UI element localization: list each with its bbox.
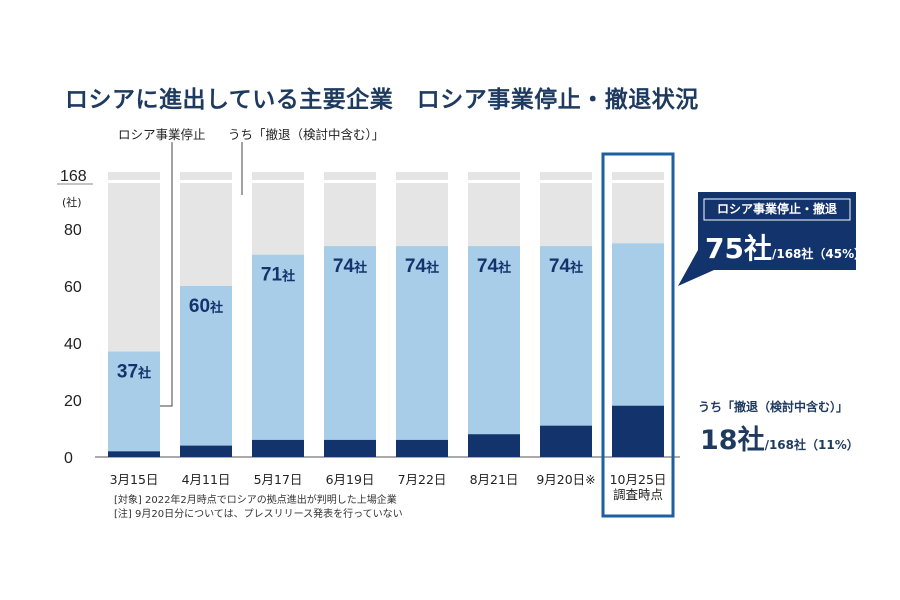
legend-withdrawn: うち「撤退（検討中含む）」	[228, 127, 385, 142]
bar-total-cap	[468, 172, 520, 180]
bar-withdrawn	[540, 425, 592, 457]
bar-stopped	[396, 246, 448, 440]
bar-value-label: 71社	[261, 265, 295, 286]
bar-stopped	[612, 243, 664, 406]
x-tick-label: 4月11日	[182, 472, 231, 487]
bar-remainder	[252, 183, 304, 255]
bar-remainder	[324, 183, 376, 247]
bar-stopped	[468, 246, 520, 435]
bar-total-cap	[396, 172, 448, 180]
x-tick-label: 5月17日	[254, 472, 303, 487]
withdraw-value-detail: /168社（11%）	[764, 438, 859, 452]
bar-withdrawn	[108, 451, 160, 457]
callout-value-number: 75社	[705, 232, 772, 265]
legend-stopped-leader	[160, 142, 173, 407]
callout-header-frame	[703, 198, 851, 221]
bar-total-cap	[108, 172, 160, 180]
bar-stopped	[108, 351, 160, 452]
x-tick-label: 7月22日	[398, 472, 447, 487]
withdraw-value-number: 18社	[700, 425, 765, 456]
bar-remainder	[396, 183, 448, 247]
bar-withdrawn	[324, 439, 376, 457]
bar-stopped	[324, 246, 376, 440]
x-tick-sublabel: 調査時点	[613, 487, 663, 502]
note-target: [対象] 2022年2月時点でロシアの拠点進出が判明した上場企業	[114, 495, 397, 506]
bar-stopped	[540, 246, 592, 426]
bar-remainder	[468, 183, 520, 247]
withdraw-callout-value: 18社/168社（11%）	[700, 418, 859, 457]
x-tick-label: 6月19日	[326, 472, 375, 487]
bar-value-label: 74社	[405, 256, 439, 277]
legend-stopped: ロシア事業停止	[118, 127, 206, 142]
y-unit-label: (社)	[62, 195, 82, 209]
chart-title: ロシアに進出している主要企業 ロシア事業停止・撤退状況	[65, 87, 699, 113]
bar-value-label: 60社	[189, 296, 223, 317]
bar-withdrawn	[180, 445, 232, 457]
x-tick-label: 3月15日	[110, 472, 159, 487]
note-caveat: [注] 9月20日分については、プレスリリース発表を行っていない	[114, 509, 403, 520]
bar-value-label: 74社	[549, 256, 583, 277]
x-tick-label: 10月25日	[610, 472, 667, 487]
withdraw-callout-label: うち「撤退（検討中含む）」	[698, 400, 849, 414]
callout-header: ロシア事業停止・撤退	[716, 202, 837, 216]
bar-stopped	[252, 254, 304, 440]
bar-withdrawn	[252, 439, 304, 457]
bar-value-label: 74社	[333, 256, 367, 277]
bar-remainder	[180, 183, 232, 286]
callout-box	[698, 192, 856, 270]
highlight-box	[601, 152, 675, 518]
bar-total-cap	[324, 172, 376, 180]
bar-value-label: 74社	[477, 256, 511, 277]
bar-remainder	[612, 183, 664, 244]
bar-remainder	[108, 183, 160, 352]
y-tick-label: 80	[64, 222, 82, 239]
y-total-label: 168	[60, 168, 87, 185]
bar-total-cap	[540, 172, 592, 180]
y-tick-label: 0	[64, 450, 73, 467]
bar-total-cap	[252, 172, 304, 180]
y-tick-label: 60	[64, 279, 82, 296]
callout-value-detail: /168社（45%）	[771, 247, 867, 261]
callout-pointer	[678, 250, 714, 286]
bar-stopped	[180, 286, 232, 446]
callout-value: 75社/168社（45%）	[705, 227, 866, 267]
bar-remainder	[540, 183, 592, 247]
bar-withdrawn	[396, 439, 448, 457]
bar-total-cap	[180, 172, 232, 180]
bar-withdrawn	[612, 405, 664, 457]
bar-value-label: 37社	[117, 362, 151, 383]
y-tick-label: 40	[64, 336, 82, 353]
y-tick-label: 20	[64, 393, 82, 410]
bar-total-cap	[612, 172, 664, 180]
x-tick-label: 8月21日	[470, 472, 519, 487]
bar-withdrawn	[468, 434, 520, 457]
x-tick-label: 9月20日※	[536, 472, 595, 487]
